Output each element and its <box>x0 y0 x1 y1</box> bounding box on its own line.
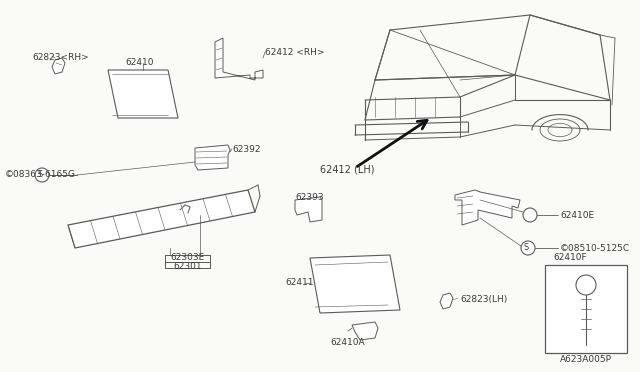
Text: 62410: 62410 <box>125 58 154 67</box>
Circle shape <box>521 241 535 255</box>
Text: 62823(LH): 62823(LH) <box>460 295 508 304</box>
Polygon shape <box>52 58 65 74</box>
Text: ©08363-6165G: ©08363-6165G <box>5 170 76 179</box>
Polygon shape <box>310 255 400 313</box>
Bar <box>545 265 627 353</box>
Text: 62411: 62411 <box>285 278 314 287</box>
Text: 62303E: 62303E <box>170 253 204 262</box>
Text: 62410E: 62410E <box>560 211 594 220</box>
Text: A623A005P: A623A005P <box>560 355 612 364</box>
Text: ©08510-5125C: ©08510-5125C <box>560 244 630 253</box>
Text: 62393: 62393 <box>295 193 324 202</box>
Text: 62410A: 62410A <box>330 338 365 347</box>
Text: 62412 <RH>: 62412 <RH> <box>265 48 324 57</box>
Polygon shape <box>215 38 263 80</box>
Circle shape <box>576 275 596 295</box>
Polygon shape <box>455 190 520 225</box>
Polygon shape <box>352 322 378 340</box>
Text: 62412 (LH): 62412 (LH) <box>320 165 374 175</box>
Text: 62823<RH>: 62823<RH> <box>32 53 89 62</box>
Polygon shape <box>440 293 453 309</box>
Circle shape <box>523 208 537 222</box>
Text: 62410F: 62410F <box>553 253 587 262</box>
Polygon shape <box>68 190 255 248</box>
Text: S: S <box>524 243 529 252</box>
Polygon shape <box>108 70 178 118</box>
Polygon shape <box>195 145 230 170</box>
Text: 62301: 62301 <box>173 262 202 271</box>
Polygon shape <box>295 197 322 222</box>
Text: 62392: 62392 <box>232 145 260 154</box>
Circle shape <box>35 168 49 182</box>
Text: S: S <box>38 170 44 179</box>
